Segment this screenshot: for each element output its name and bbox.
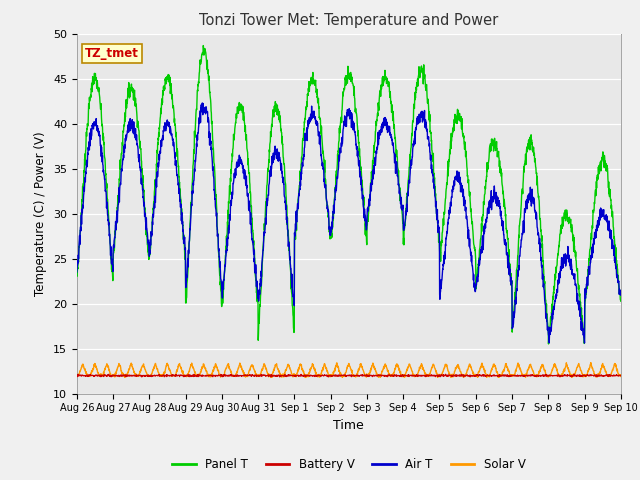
Battery V <box>570 371 578 377</box>
Battery V <box>617 373 625 379</box>
Panel T <box>73 268 81 274</box>
Solar V <box>225 363 232 369</box>
Line: Solar V: Solar V <box>77 362 621 377</box>
Air T <box>617 288 625 294</box>
X-axis label: Time: Time <box>333 419 364 432</box>
Air T <box>584 274 592 279</box>
Panel T <box>584 267 592 273</box>
Panel T <box>507 271 515 276</box>
Panel T <box>365 210 372 216</box>
Panel T <box>570 234 577 240</box>
Y-axis label: Temperature (C) / Power (V): Temperature (C) / Power (V) <box>35 132 47 296</box>
Battery V <box>460 374 467 380</box>
Panel T <box>376 87 384 93</box>
Battery V <box>376 372 384 378</box>
Panel T <box>200 43 207 48</box>
Line: Battery V: Battery V <box>77 374 621 377</box>
Air T <box>580 340 588 346</box>
Air T <box>365 203 372 209</box>
Battery V <box>507 373 515 379</box>
Solar V <box>73 372 81 378</box>
Air T <box>198 100 206 106</box>
Solar V <box>584 368 592 373</box>
Solar V <box>569 373 577 379</box>
Air T <box>225 230 232 236</box>
Panel T <box>225 201 232 206</box>
Panel T <box>617 298 625 304</box>
Battery V <box>73 373 81 379</box>
Panel T <box>545 341 552 347</box>
Solar V <box>365 372 372 378</box>
Battery V <box>569 373 577 379</box>
Air T <box>376 132 384 138</box>
Battery V <box>365 373 372 379</box>
Air T <box>569 271 577 276</box>
Line: Panel T: Panel T <box>77 46 621 344</box>
Text: TZ_tmet: TZ_tmet <box>85 47 139 60</box>
Air T <box>507 275 515 280</box>
Line: Air T: Air T <box>77 103 621 343</box>
Solar V <box>507 372 515 378</box>
Solar V <box>617 373 625 379</box>
Solar V <box>587 360 595 365</box>
Solar V <box>121 374 129 380</box>
Title: Tonzi Tower Met: Temperature and Power: Tonzi Tower Met: Temperature and Power <box>199 13 499 28</box>
Battery V <box>584 372 592 378</box>
Solar V <box>376 372 384 378</box>
Battery V <box>225 372 232 378</box>
Air T <box>73 269 81 275</box>
Legend: Panel T, Battery V, Air T, Solar V: Panel T, Battery V, Air T, Solar V <box>168 454 530 476</box>
